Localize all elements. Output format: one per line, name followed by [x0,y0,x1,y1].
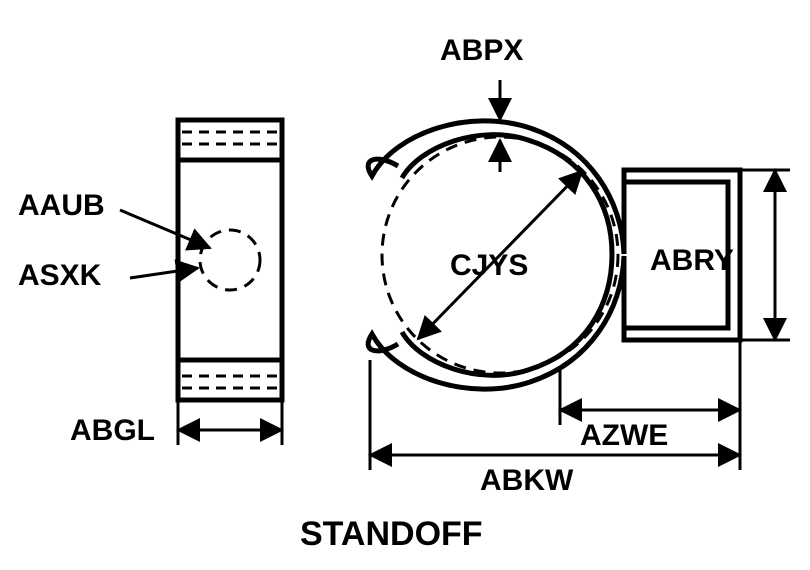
label-abgl: ABGL [70,414,155,447]
label-abkw: ABKW [480,464,574,497]
label-cjys: CJYS [450,249,528,282]
abry-dimension [740,170,790,340]
title: STANDOFF [300,515,483,553]
label-aaub: AAUB [18,189,105,222]
hole-circle [200,230,260,290]
label-asxk: ASXK [18,259,102,292]
azwe-dimension [560,340,740,425]
aaub-callout [120,210,210,248]
abgl-dimension [178,400,282,445]
label-azwe: AZWE [580,419,668,452]
label-abpx: ABPX [440,34,523,67]
label-abry: ABRY [650,244,734,277]
asxk-callout [130,268,198,278]
side-view [178,120,282,400]
